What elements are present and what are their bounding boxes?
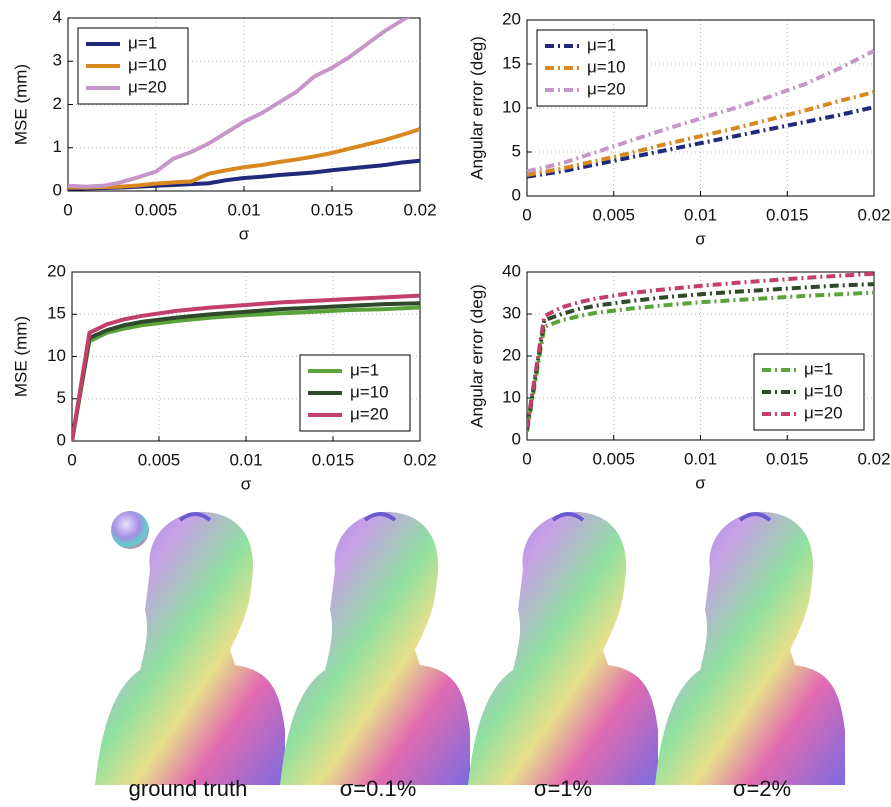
y-tick-label: 2 xyxy=(53,94,62,113)
y-tick-label: 4 xyxy=(53,7,62,26)
axes-frame xyxy=(71,271,421,442)
y-tick-label: 30 xyxy=(502,303,521,322)
legend-label: μ=20 xyxy=(350,404,389,423)
legend-label: μ=1 xyxy=(128,33,157,52)
y-tick-label: 0 xyxy=(512,185,521,204)
series-line xyxy=(527,90,874,177)
x-tick-label: 0.01 xyxy=(684,205,717,224)
legend-label: μ=10 xyxy=(804,381,843,400)
series-line xyxy=(68,18,410,189)
x-axis-label: σ xyxy=(695,473,706,492)
legend-label: μ=10 xyxy=(128,55,167,74)
x-axis-label: σ xyxy=(695,229,706,248)
series-line xyxy=(527,49,874,174)
series-line xyxy=(527,290,874,432)
normal-map-image xyxy=(653,509,847,787)
x-tick-label: 0.02 xyxy=(857,449,890,468)
x-tick-label: 0.015 xyxy=(312,450,355,469)
caption: σ=0.1% xyxy=(340,776,417,801)
x-tick-label: 0 xyxy=(522,205,531,224)
caption: σ=1% xyxy=(534,776,592,801)
caption: ground truth xyxy=(129,776,248,801)
legend-label: μ=10 xyxy=(587,57,626,76)
x-tick-label: 0.02 xyxy=(857,205,890,224)
x-tick-label: 0 xyxy=(63,200,72,219)
legend-label: μ=1 xyxy=(350,360,379,379)
y-tick-label: 5 xyxy=(512,141,521,160)
axes-frame xyxy=(526,19,875,197)
x-tick-label: 0.015 xyxy=(766,449,809,468)
normal-map-image xyxy=(466,509,660,787)
axes-frame xyxy=(67,17,421,192)
x-tick-label: 0.01 xyxy=(684,449,717,468)
y-tick-label: 15 xyxy=(47,304,66,323)
legend-box xyxy=(753,353,865,431)
y-tick-label: 10 xyxy=(502,387,521,406)
series-line xyxy=(72,305,420,441)
x-tick-label: 0.01 xyxy=(229,450,262,469)
y-axis-label: Angular error (deg) xyxy=(467,36,486,180)
caption: σ=2% xyxy=(733,776,791,801)
legend-label: μ=10 xyxy=(350,382,389,401)
x-tick-label: 0.02 xyxy=(403,450,436,469)
y-tick-label: 5 xyxy=(57,388,66,407)
x-tick-label: 0.005 xyxy=(592,205,635,224)
x-tick-label: 0.02 xyxy=(403,200,436,219)
y-tick-label: 10 xyxy=(502,97,521,116)
y-tick-label: 20 xyxy=(47,261,66,280)
x-tick-label: 0.005 xyxy=(135,200,178,219)
x-tick-label: 0.015 xyxy=(311,200,354,219)
x-tick-label: 0.015 xyxy=(766,205,809,224)
y-tick-label: 20 xyxy=(502,345,521,364)
y-axis-label: Angular error (deg) xyxy=(467,284,486,428)
x-tick-label: 0 xyxy=(522,449,531,468)
y-tick-label: 1 xyxy=(53,137,62,156)
series-line xyxy=(527,105,874,179)
y-tick-label: 20 xyxy=(502,9,521,28)
series-line xyxy=(72,293,420,441)
series-line xyxy=(68,127,420,190)
legend-box xyxy=(536,29,648,107)
normal-map-image xyxy=(278,509,472,787)
y-tick-label: 10 xyxy=(47,346,66,365)
x-axis-label: σ xyxy=(239,224,250,243)
x-tick-label: 0.005 xyxy=(138,450,181,469)
color-sphere xyxy=(111,511,149,549)
y-axis-label: MSE (mm) xyxy=(11,316,30,397)
x-axis-label: σ xyxy=(241,474,252,493)
y-tick-label: 15 xyxy=(502,53,521,72)
series-line xyxy=(527,282,874,430)
y-axis-label: MSE (mm) xyxy=(11,64,30,145)
x-tick-label: 0 xyxy=(67,450,76,469)
series-line xyxy=(72,301,420,441)
legend-label: μ=1 xyxy=(804,359,833,378)
axes-frame xyxy=(526,271,875,441)
y-tick-label: 0 xyxy=(53,180,62,199)
y-tick-label: 40 xyxy=(502,261,521,280)
legend-label: μ=20 xyxy=(128,77,167,96)
y-tick-label: 0 xyxy=(512,429,521,448)
legend-label: μ=20 xyxy=(587,79,626,98)
x-tick-label: 0.01 xyxy=(227,200,260,219)
y-tick-label: 3 xyxy=(53,51,62,70)
legend-label: μ=1 xyxy=(587,35,616,54)
normal-map-image xyxy=(93,509,287,787)
y-tick-label: 0 xyxy=(57,430,66,449)
legend-label: μ=20 xyxy=(804,403,843,422)
x-tick-label: 0.005 xyxy=(592,449,635,468)
